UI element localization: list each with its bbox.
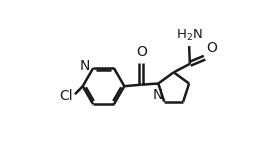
Text: H$_2$N: H$_2$N: [176, 28, 203, 43]
Text: O: O: [206, 41, 217, 55]
Text: Cl: Cl: [59, 89, 72, 103]
Text: N: N: [153, 88, 163, 102]
Text: O: O: [136, 45, 147, 59]
Text: N: N: [80, 59, 90, 73]
